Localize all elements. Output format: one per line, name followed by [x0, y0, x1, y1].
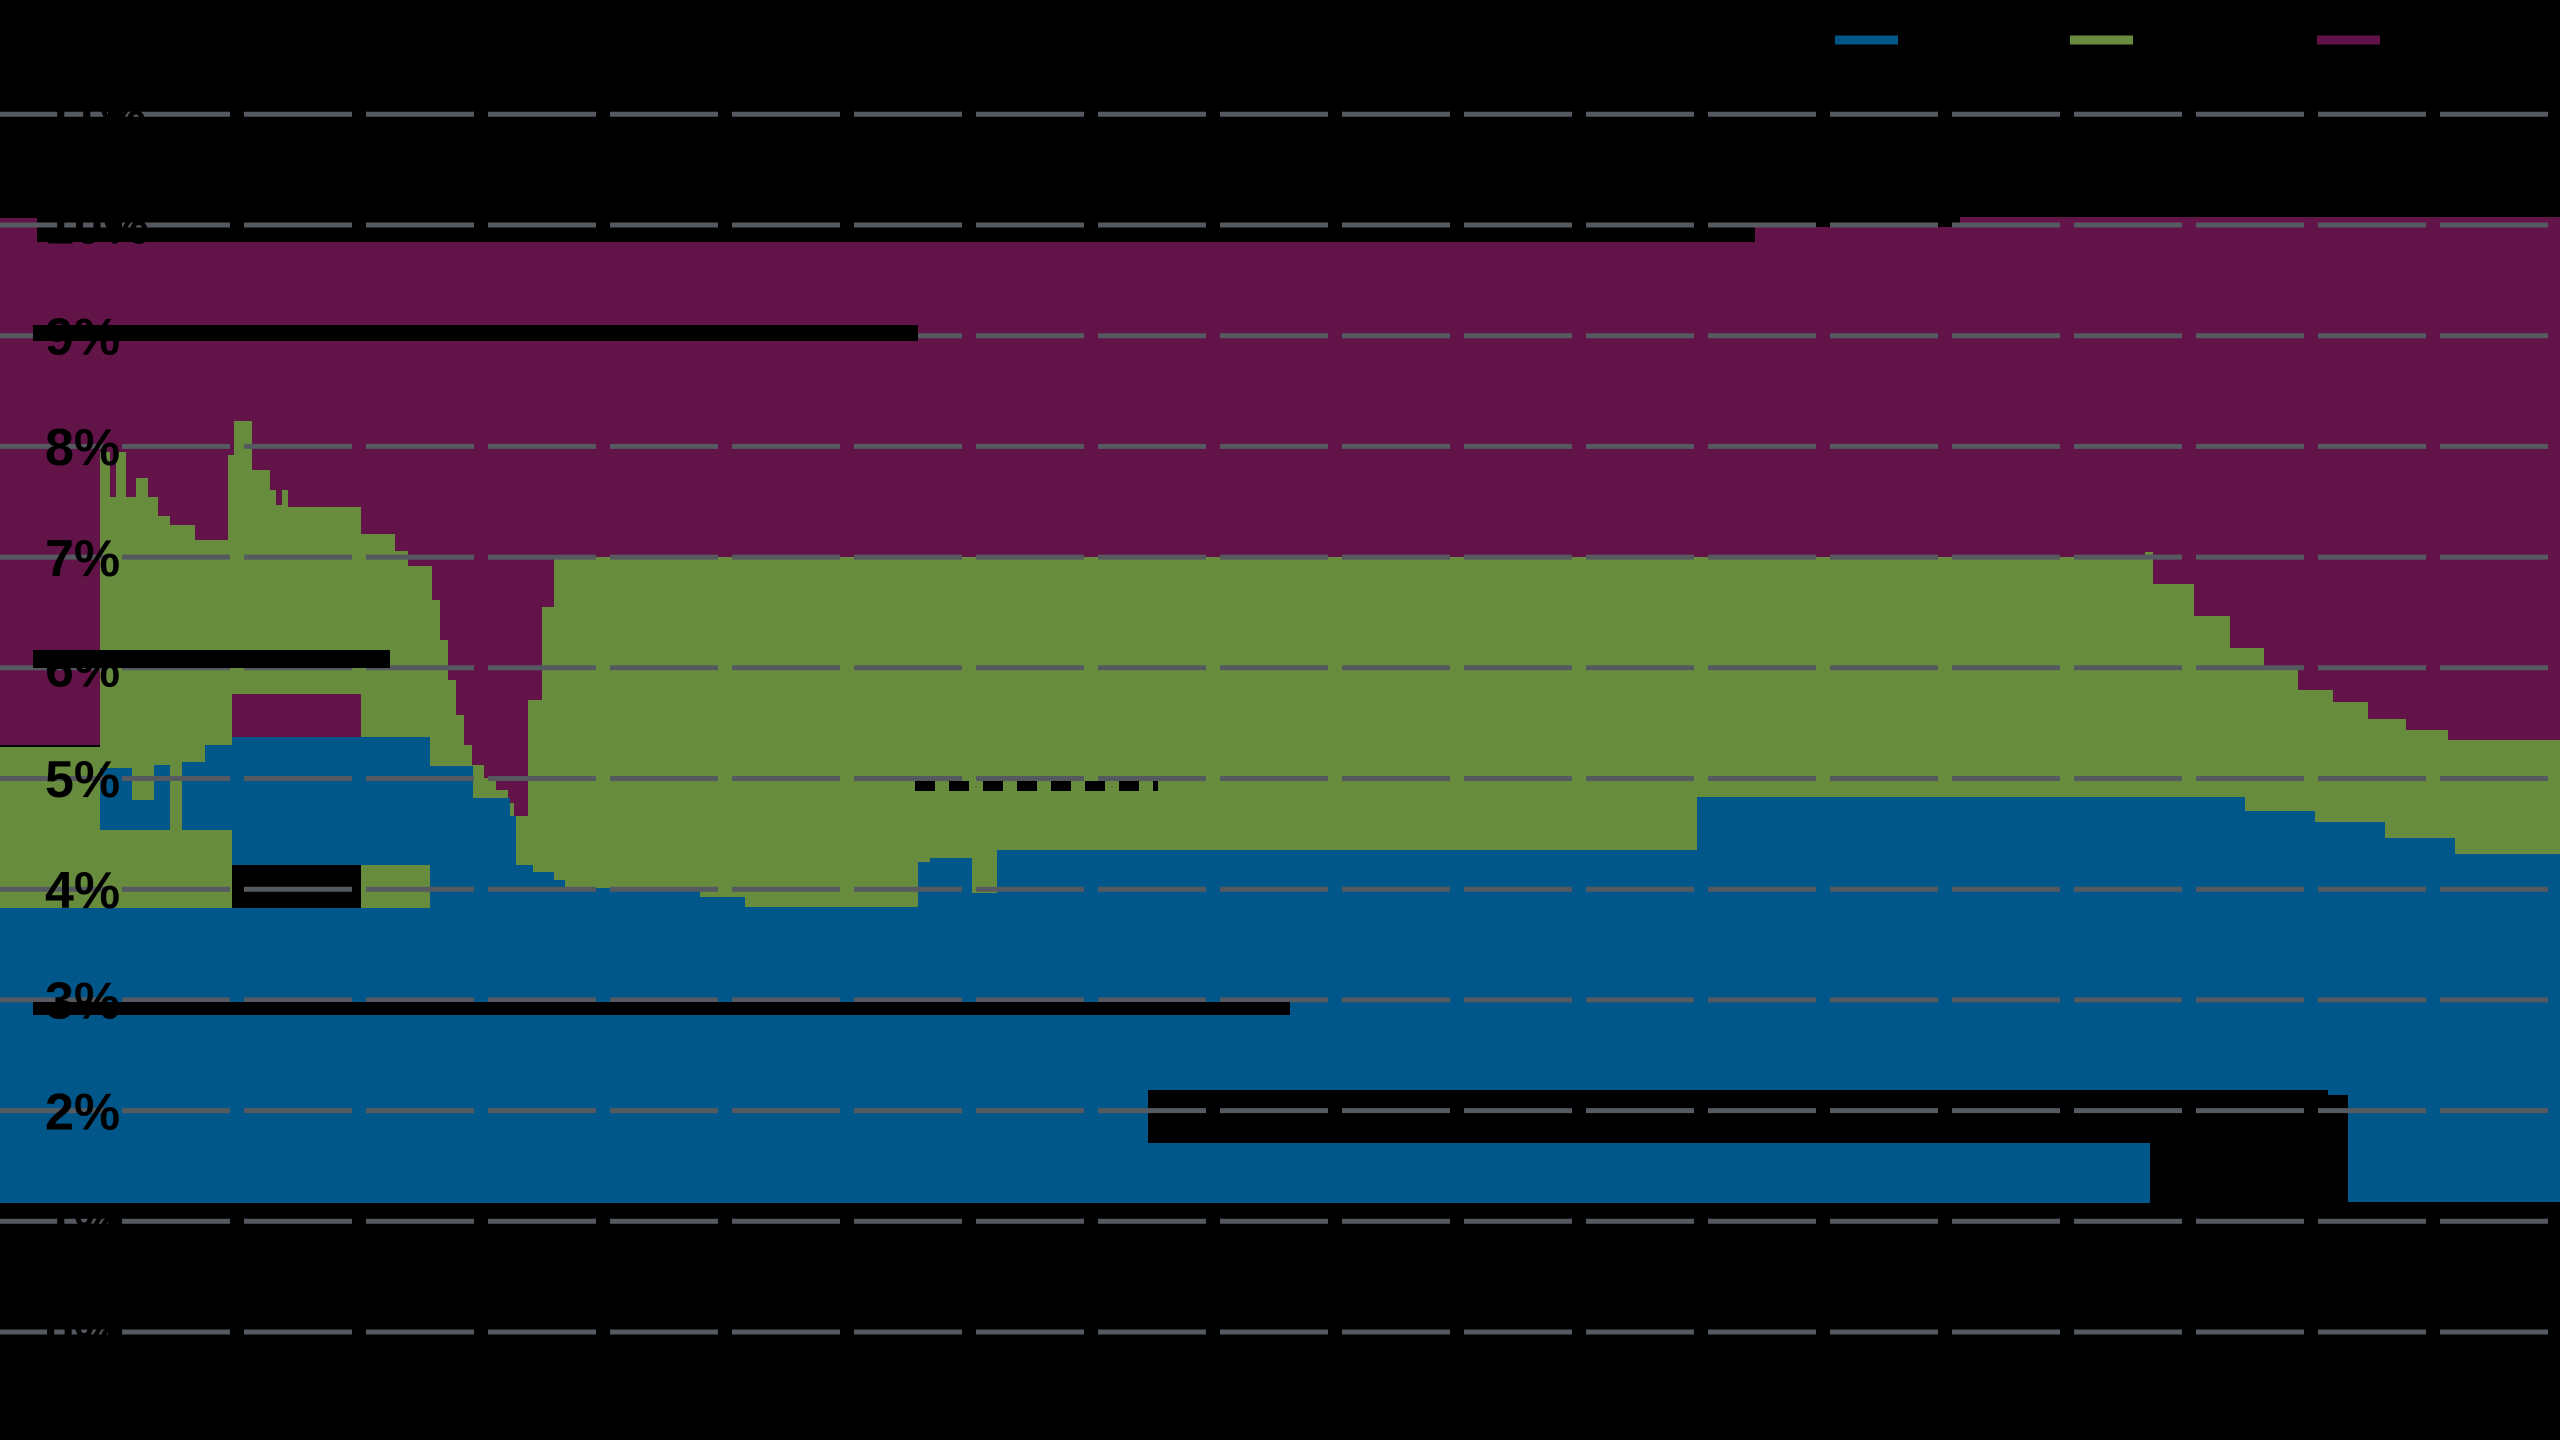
black-dashed-segment [915, 781, 935, 791]
blue-lowstrip-area [1148, 1143, 2150, 1203]
black-dashed-segment [1085, 781, 1105, 791]
y-axis-tick-label-9: 9% [45, 308, 120, 366]
y-axis-tick-label-5: 5% [45, 751, 120, 809]
black-stripe-row6 [33, 650, 390, 668]
purple-strip-area [232, 694, 361, 737]
black-dashed-segment [1051, 781, 1071, 791]
black-dashed-segment [1153, 781, 1158, 791]
y-axis-tick-label-10: 10% [45, 198, 149, 256]
black-stripe-row3 [33, 1002, 1290, 1015]
purple-main-area [0, 217, 2560, 816]
y-axis-tick-label-11: 11% [45, 87, 146, 145]
black-stripe-row9 [33, 325, 918, 341]
black-dashed-segment [1119, 781, 1139, 791]
y-axis-tick-label-8: 8% [45, 419, 120, 477]
y-axis-tick-label-0: 0% [45, 1305, 120, 1363]
blue-zigzag-area [100, 745, 232, 830]
y-axis-tick-label-7: 7% [45, 530, 120, 588]
y-axis-tick-label-1: 1% [45, 1194, 120, 1252]
blue-plateau-area [232, 737, 516, 865]
y-axis-tick-label-4: 4% [45, 862, 120, 920]
green-main-area [0, 421, 2560, 920]
black-dashed-segment [949, 781, 969, 791]
y-axis-tick-label-6: 6% [45, 641, 120, 699]
y-axis-tick-label-2: 2% [45, 1083, 120, 1141]
black-dashed-segment [983, 781, 1003, 791]
y-axis-tick-label-3: 3% [45, 973, 120, 1031]
black-dashed-segment [1017, 781, 1037, 791]
